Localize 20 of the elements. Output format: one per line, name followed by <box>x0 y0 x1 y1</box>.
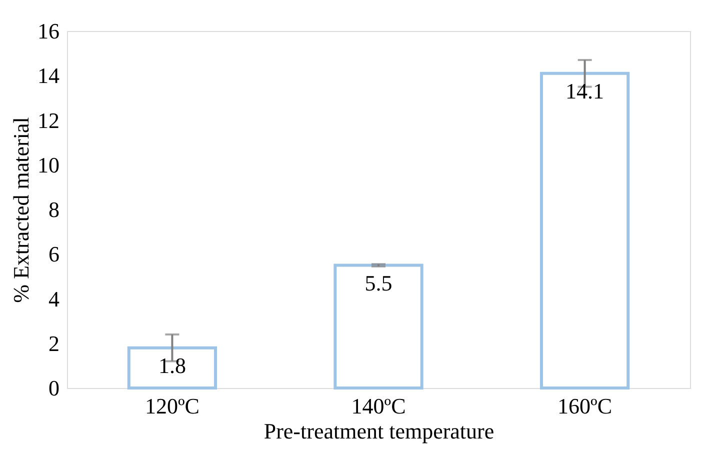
data-label: 14.1 <box>566 78 604 104</box>
data-label: 5.5 <box>364 270 392 296</box>
y-tick-label: 2 <box>48 330 60 356</box>
y-tick-label: 12 <box>38 108 60 133</box>
x-tick-label: 160ºC <box>558 394 612 418</box>
y-tick-label: 6 <box>48 242 60 267</box>
x-axis-title: Pre-treatment temperature <box>264 418 494 444</box>
data-label: 1.8 <box>158 352 186 378</box>
y-tick-label: 8 <box>48 197 60 222</box>
y-tick-label: 0 <box>48 376 60 400</box>
bar <box>334 264 424 390</box>
y-tick-label: 14 <box>38 63 60 88</box>
bar <box>540 72 630 390</box>
x-tick-label: 140ºC <box>351 394 406 418</box>
x-tick-label: 120ºC <box>144 394 200 418</box>
y-tick-label: 10 <box>38 152 60 178</box>
bar <box>127 346 218 390</box>
y-axis-title: % Extracted material <box>8 117 34 303</box>
y-tick-label: 16 <box>38 18 60 44</box>
y-tick-label: 4 <box>48 286 60 312</box>
